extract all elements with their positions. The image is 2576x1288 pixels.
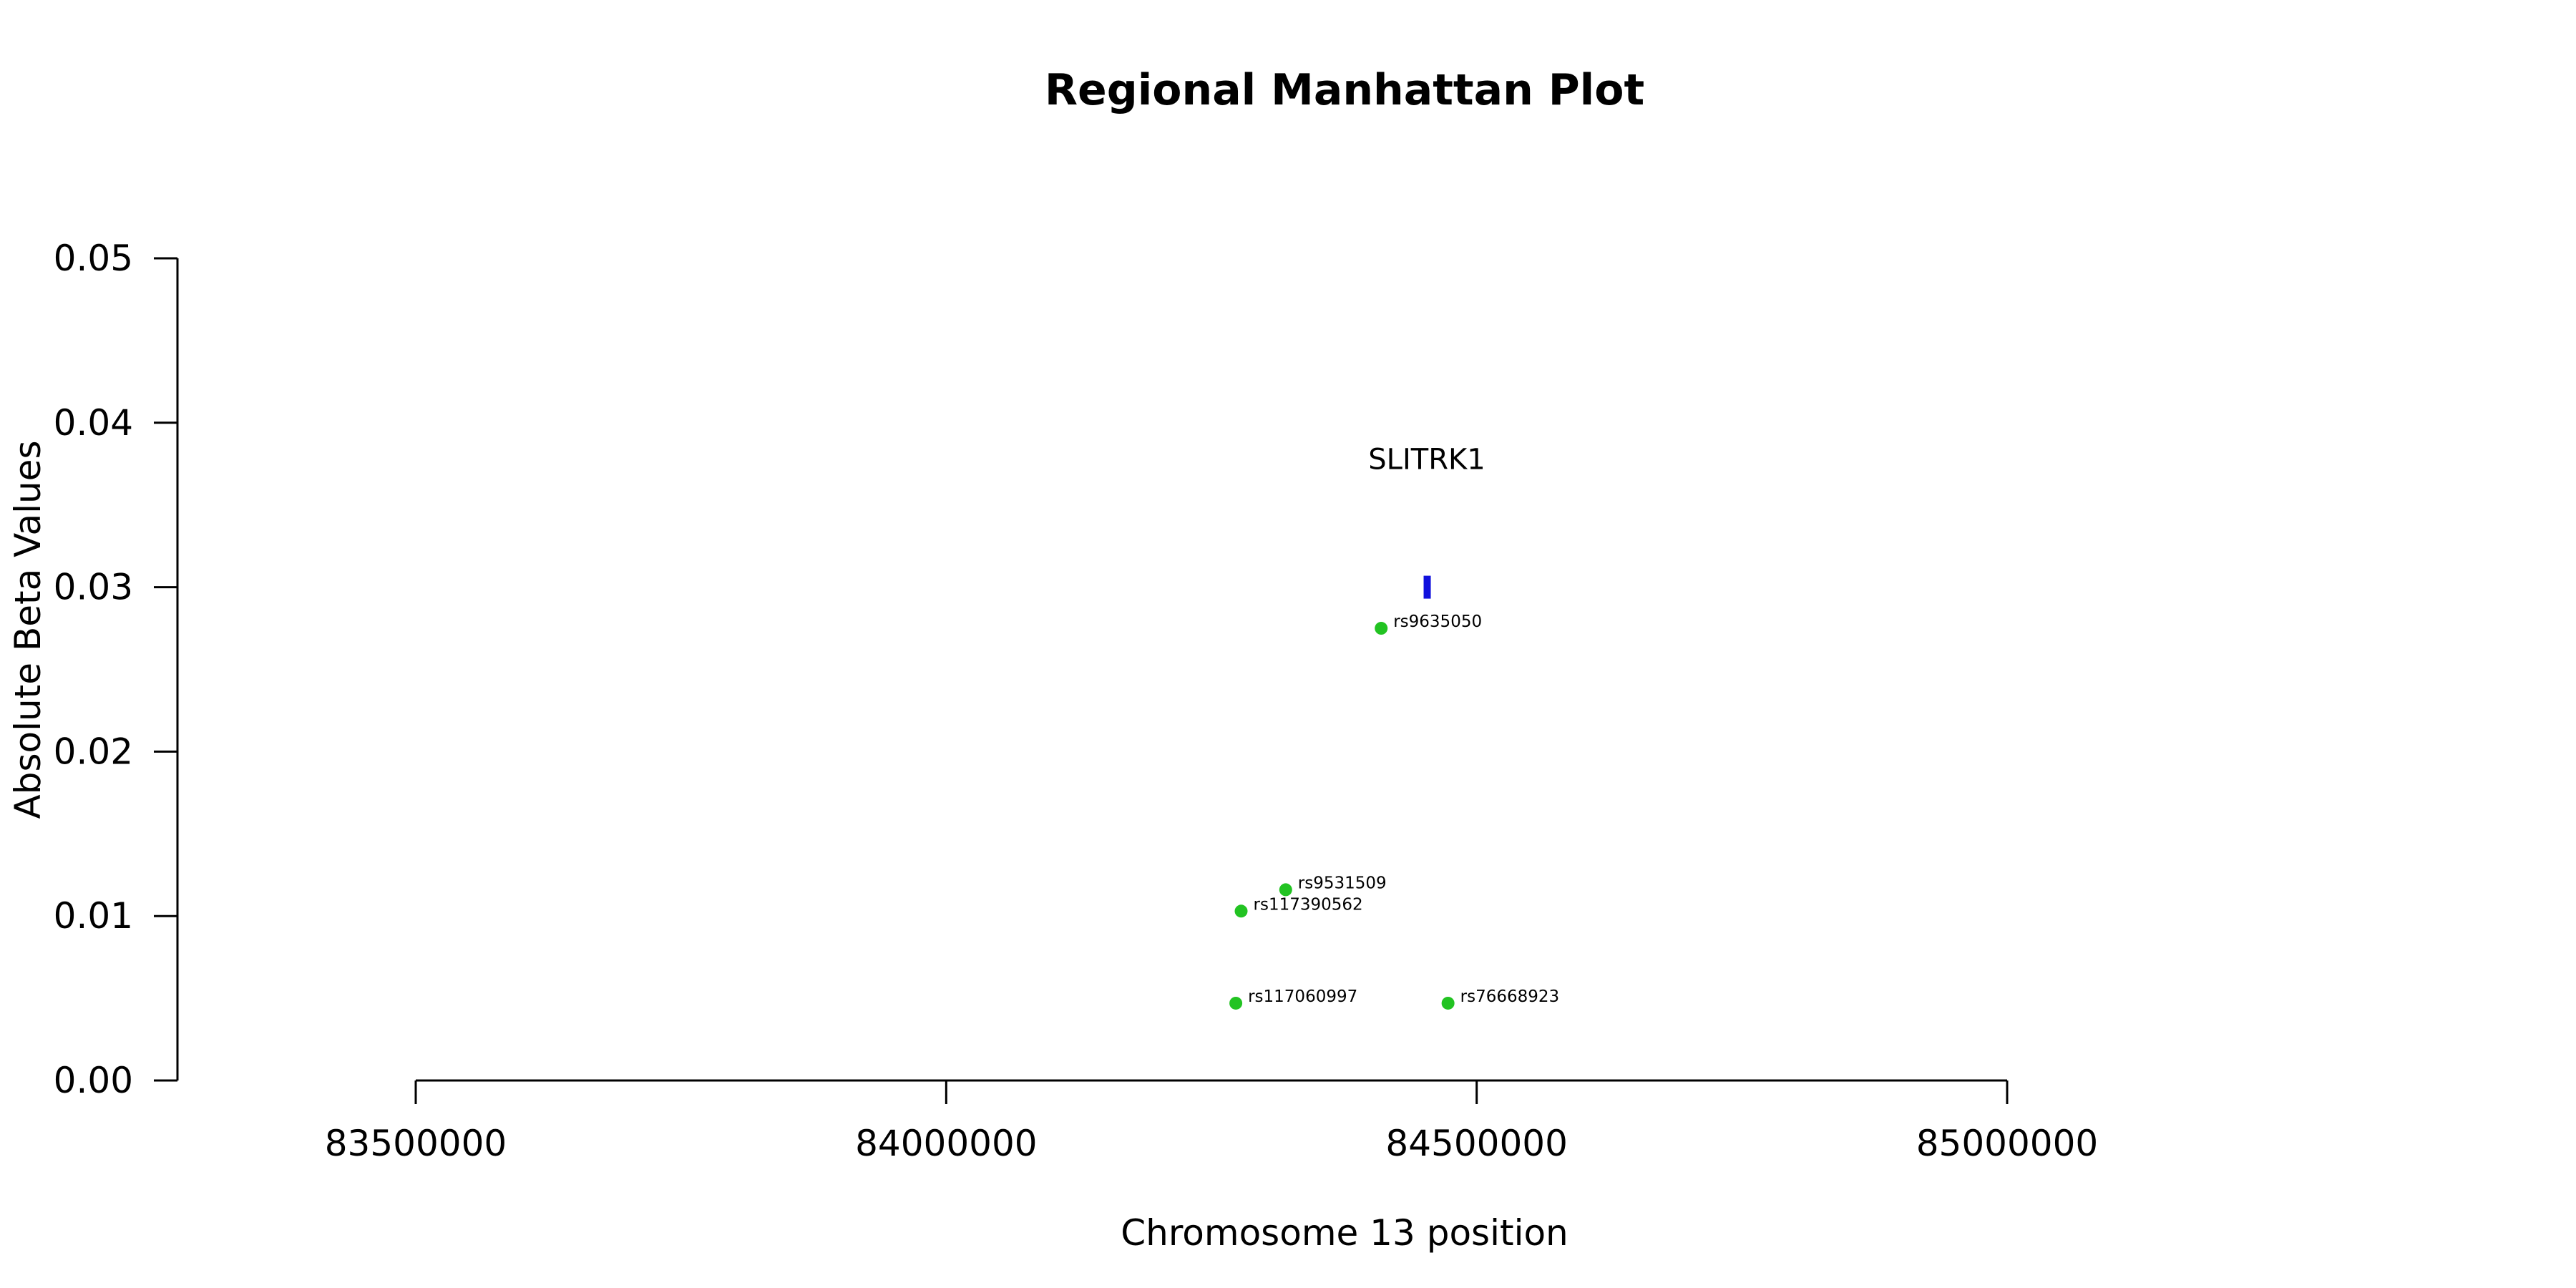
x-tick-label: 84500000 xyxy=(1385,1123,1568,1164)
gene-label: SLITRK1 xyxy=(1368,444,1485,477)
y-tick-label: 0.00 xyxy=(54,1060,133,1101)
x-axis-label: Chromosome 13 position xyxy=(1121,1212,1568,1254)
snp-label: rs117390562 xyxy=(1254,895,1363,914)
x-axis: 83500000 84000000 84500000 85000000 xyxy=(325,1079,2099,1164)
x-tick-label: 84000000 xyxy=(855,1123,1038,1164)
y-tick-label: 0.02 xyxy=(54,731,133,772)
chart-title: Regional Manhattan Plot xyxy=(1045,65,1644,115)
snp-label: rs9531509 xyxy=(1298,874,1387,892)
y-axis: 0.00 0.01 0.02 0.03 0.04 0.05 xyxy=(54,238,179,1101)
snp-point xyxy=(1279,883,1292,897)
gene-bar xyxy=(1423,575,1431,599)
points-layer: rs9635050 rs9531509 rs117390562 rs117060997… xyxy=(1229,613,1559,1010)
x-tick-label: 85000000 xyxy=(1916,1123,2099,1164)
y-tick-label: 0.01 xyxy=(54,895,133,937)
snp-label: rs9635050 xyxy=(1393,613,1482,631)
snp-label: rs117060997 xyxy=(1248,987,1357,1006)
genes-layer: SLITRK1 xyxy=(1368,444,1485,599)
y-tick-label: 0.04 xyxy=(54,402,133,444)
x-tick-label: 83500000 xyxy=(325,1123,507,1164)
snp-point xyxy=(1375,622,1388,635)
snp-label: rs76668923 xyxy=(1460,987,1560,1006)
y-tick-label: 0.03 xyxy=(54,567,133,608)
snp-point xyxy=(1234,904,1248,918)
y-axis-label: Absolute Beta Values xyxy=(7,441,49,819)
snp-point xyxy=(1229,996,1243,1010)
snp-point xyxy=(1441,996,1455,1010)
y-tick-label: 0.05 xyxy=(54,238,133,279)
